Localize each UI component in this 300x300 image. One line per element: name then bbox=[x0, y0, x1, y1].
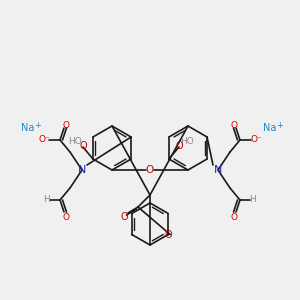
Text: O: O bbox=[120, 212, 128, 222]
Text: HO: HO bbox=[180, 136, 194, 146]
Text: H: H bbox=[250, 196, 256, 205]
Text: O: O bbox=[146, 165, 154, 175]
Text: HO: HO bbox=[68, 136, 82, 146]
Text: O: O bbox=[62, 121, 70, 130]
Text: O: O bbox=[62, 212, 70, 221]
Text: O: O bbox=[79, 141, 87, 151]
Text: Na: Na bbox=[263, 123, 277, 133]
Text: N: N bbox=[78, 165, 86, 175]
Text: N: N bbox=[214, 165, 222, 175]
Text: O⁻: O⁻ bbox=[250, 136, 262, 145]
Text: O: O bbox=[175, 141, 183, 151]
Text: O⁻: O⁻ bbox=[38, 136, 50, 145]
Text: O: O bbox=[230, 212, 238, 221]
Text: +: + bbox=[34, 122, 41, 130]
Text: Na: Na bbox=[21, 123, 35, 133]
Text: O: O bbox=[164, 230, 172, 241]
Text: +: + bbox=[277, 122, 284, 130]
Text: H: H bbox=[44, 196, 50, 205]
Text: O: O bbox=[230, 121, 238, 130]
